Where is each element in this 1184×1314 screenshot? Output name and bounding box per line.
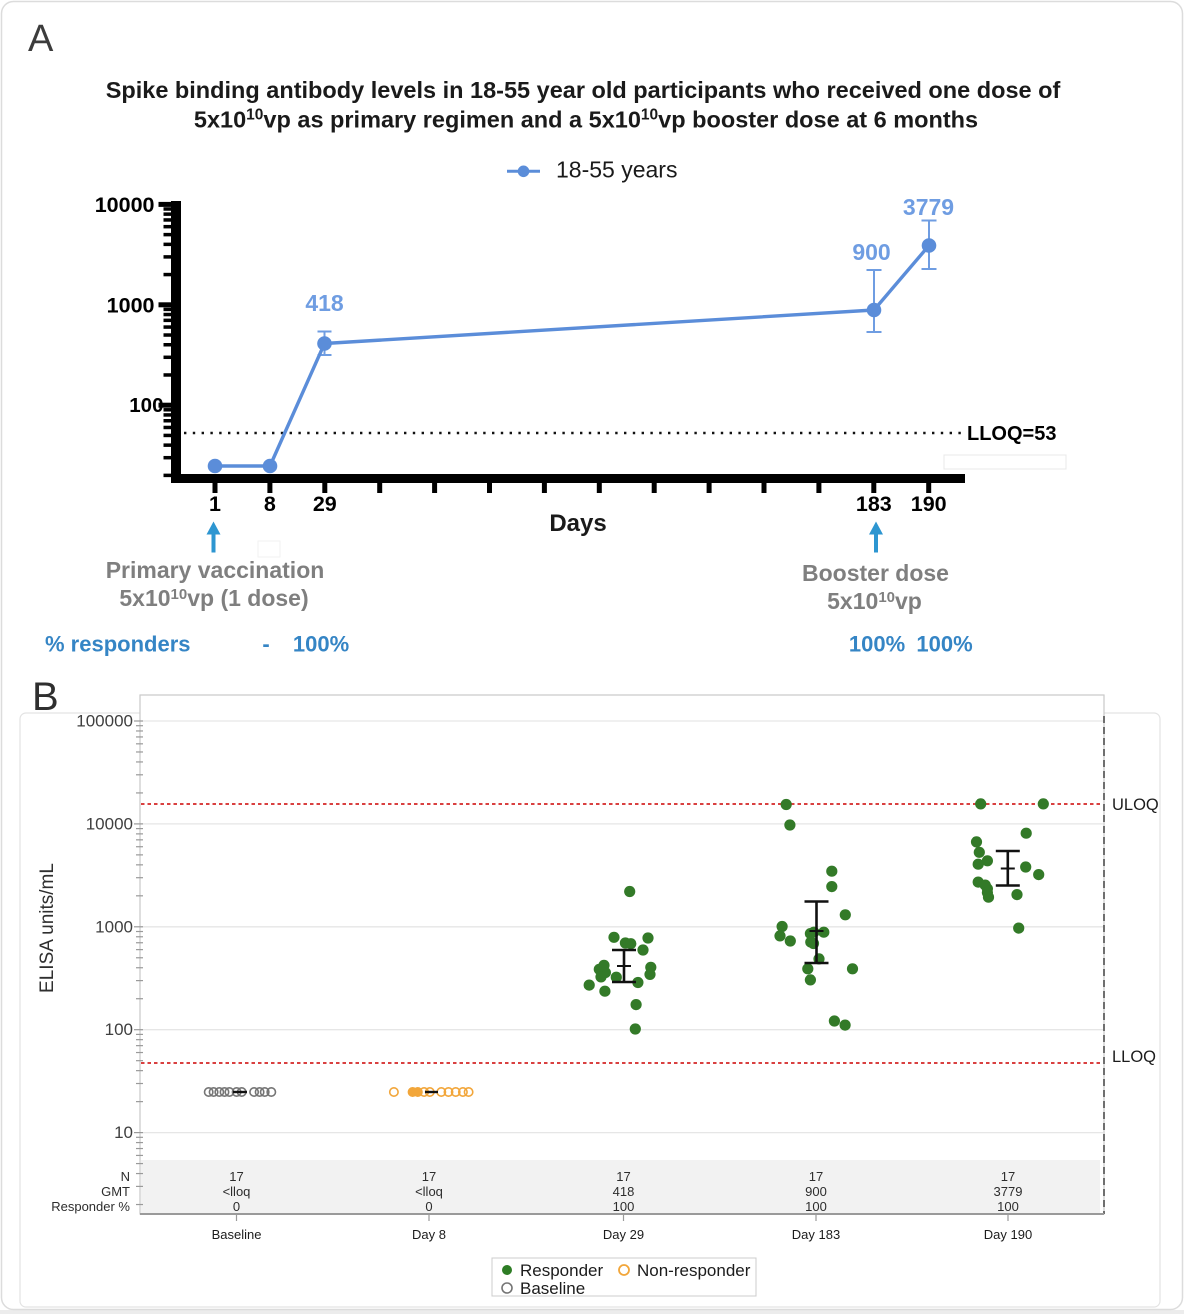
svg-text:900: 900: [805, 1184, 827, 1199]
svg-text:Day 190: Day 190: [984, 1227, 1032, 1242]
svg-text:A: A: [28, 18, 54, 60]
svg-text:17: 17: [1001, 1169, 1015, 1184]
svg-text:100: 100: [129, 394, 163, 417]
svg-text:Baseline: Baseline: [212, 1227, 262, 1242]
svg-text:<lloq: <lloq: [415, 1184, 443, 1199]
svg-text:1000: 1000: [107, 293, 155, 317]
svg-text:Spike binding antibody levels: Spike binding antibody levels in 18-55 y…: [106, 77, 1061, 103]
svg-text:Day 183: Day 183: [792, 1227, 840, 1242]
svg-text:100%: 100%: [293, 632, 349, 657]
svg-text:0: 0: [425, 1199, 432, 1214]
svg-text:100: 100: [105, 1020, 133, 1039]
svg-text:Non-responder: Non-responder: [637, 1261, 751, 1280]
svg-text:Day 8: Day 8: [412, 1227, 446, 1242]
svg-text:100: 100: [613, 1199, 635, 1214]
svg-text:17: 17: [422, 1169, 436, 1184]
svg-text:900: 900: [852, 239, 890, 265]
svg-text:190: 190: [911, 492, 947, 516]
svg-text:418: 418: [613, 1184, 635, 1199]
svg-text:3779: 3779: [994, 1184, 1023, 1199]
svg-text:Baseline: Baseline: [520, 1279, 585, 1298]
svg-text:Primary vaccination: Primary vaccination: [106, 557, 325, 583]
svg-text:5x1010vp: 5x1010vp: [827, 588, 922, 614]
svg-text:100%: 100%: [916, 632, 972, 657]
svg-text:5x1010vp (1 dose): 5x1010vp (1 dose): [119, 585, 308, 611]
svg-text:17: 17: [616, 1169, 630, 1184]
svg-text:GMT: GMT: [101, 1184, 130, 1199]
svg-text:ULOQ: ULOQ: [1112, 796, 1159, 814]
svg-text:1000: 1000: [95, 917, 133, 936]
svg-text:Booster dose: Booster dose: [802, 560, 949, 586]
svg-text:ELISA units/mL: ELISA units/mL: [37, 863, 58, 993]
svg-text:1: 1: [209, 492, 221, 516]
svg-text:10000: 10000: [86, 814, 133, 833]
svg-text:5x1010vp as primary regimen an: 5x1010vp as primary regimen and a 5x1010…: [194, 107, 978, 133]
svg-text:Day 29: Day 29: [603, 1227, 644, 1242]
svg-text:100: 100: [805, 1199, 827, 1214]
svg-text:Responder %: Responder %: [51, 1199, 130, 1214]
svg-text:% responders: % responders: [45, 632, 191, 657]
svg-text:0: 0: [233, 1199, 240, 1214]
svg-text:418: 418: [305, 290, 344, 316]
svg-text:LLOQ: LLOQ: [1112, 1048, 1156, 1066]
svg-text:N: N: [121, 1169, 130, 1184]
svg-text:10000: 10000: [95, 193, 155, 217]
svg-text:100000: 100000: [76, 712, 133, 731]
svg-text:<lloq: <lloq: [223, 1184, 251, 1199]
svg-text:-: -: [262, 632, 269, 657]
svg-text:LLOQ=53: LLOQ=53: [967, 423, 1056, 445]
svg-text:8: 8: [264, 492, 276, 516]
svg-text:100%: 100%: [849, 632, 905, 657]
svg-text:10: 10: [114, 1123, 133, 1142]
svg-text:100: 100: [997, 1199, 1019, 1214]
svg-text:Responder: Responder: [520, 1261, 604, 1280]
svg-text:18-55 years: 18-55 years: [556, 157, 677, 183]
svg-text:17: 17: [229, 1169, 243, 1184]
svg-text:183: 183: [856, 492, 892, 516]
svg-text:3779: 3779: [903, 194, 954, 220]
svg-text:B: B: [32, 675, 59, 719]
svg-text:29: 29: [313, 492, 337, 516]
svg-text:17: 17: [809, 1169, 823, 1184]
svg-text:Days: Days: [549, 510, 606, 537]
